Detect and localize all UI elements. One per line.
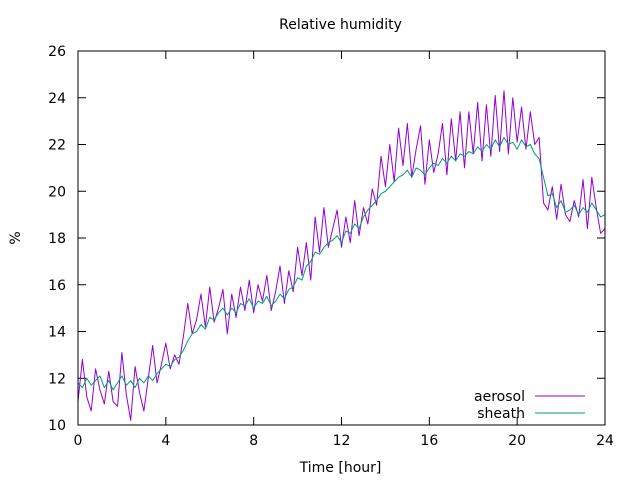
x-tick-label: 16: [420, 433, 438, 449]
series-line-aerosol: [77, 90, 606, 421]
chart-title: Relative humidity: [279, 17, 402, 33]
y-tick-label: 22: [48, 138, 66, 154]
y-tick-label: 12: [48, 371, 66, 387]
legend-label-sheath: sheath: [477, 406, 525, 422]
x-tick-label: 4: [161, 433, 170, 449]
y-tick-label: 18: [48, 231, 66, 247]
y-tick-label: 20: [48, 184, 66, 200]
x-tick-label: 0: [74, 433, 83, 449]
x-tick-label: 8: [249, 433, 258, 449]
y-tick-label: 24: [48, 91, 66, 107]
legend-label-aerosol: aerosol: [474, 389, 525, 405]
x-axis-label: Time [hour]: [299, 460, 382, 476]
y-tick-label: 16: [48, 278, 66, 294]
y-tick-label: 10: [48, 418, 66, 434]
plot-frame: [77, 50, 606, 426]
y-tick-label: 14: [48, 325, 66, 341]
x-tick-label: 12: [333, 433, 351, 449]
x-tick-label: 20: [508, 433, 526, 449]
y-axis-label: %: [8, 231, 24, 244]
series-line-sheath: [77, 136, 606, 391]
x-tick-label: 24: [596, 433, 614, 449]
y-tick-label: 26: [48, 44, 66, 60]
data-lines: [77, 90, 606, 421]
